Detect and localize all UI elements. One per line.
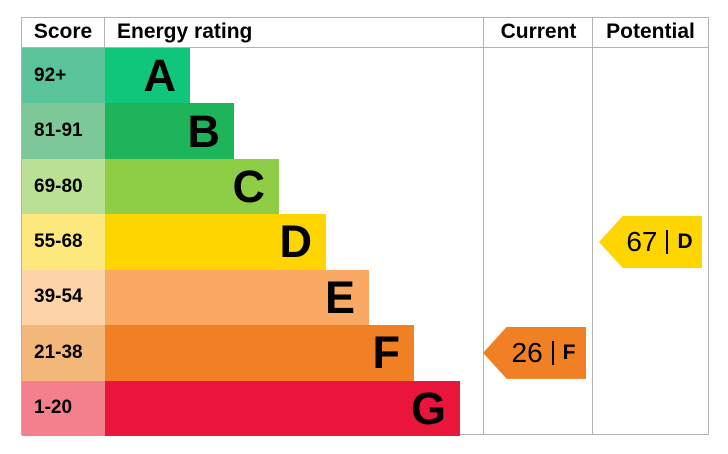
potential-band-letter: D [677, 230, 693, 253]
current-rating-arrow: 26 F [483, 326, 586, 379]
band-letter: D [279, 216, 313, 268]
band-score-range: 92+ [22, 48, 105, 104]
band-letter: F [372, 327, 401, 379]
current-band-letter: F [562, 340, 576, 364]
band-rows: 92+ A 81-91 B 69-80 C 55-68 D 39-54 E 21… [22, 48, 708, 436]
divider-current-column [483, 18, 484, 434]
band-score-range: 39-54 [22, 269, 105, 326]
band-bar: A [105, 48, 190, 104]
divider-potential-column [592, 18, 593, 434]
separator-bar [666, 230, 669, 254]
epc-rating-chart: Score Energy rating Current Potential 92… [21, 17, 709, 436]
band-bar: G [105, 380, 460, 436]
band-score-range: 55-68 [22, 214, 105, 270]
current-score-value: 26 [511, 336, 543, 368]
band-row: 39-54 E [22, 269, 708, 326]
potential-rating-arrow: 67 D [599, 216, 702, 268]
band-bar: F [105, 325, 414, 381]
band-letter: G [410, 382, 446, 434]
band-bar: E [105, 269, 369, 326]
band-row: 69-80 C [22, 158, 708, 215]
column-header-energy-rating: Energy rating [117, 20, 253, 43]
band-row: 21-38 F [22, 325, 708, 381]
band-letter: E [324, 271, 355, 323]
band-row: 81-91 B [22, 103, 708, 159]
band-row: 1-20 G [22, 380, 708, 436]
table-header-row: Score Energy rating Current Potential [22, 18, 708, 48]
potential-score-value: 67 [626, 226, 658, 257]
band-bar: B [105, 103, 234, 159]
band-bar: D [105, 214, 326, 270]
band-row: 55-68 D [22, 214, 708, 270]
separator-bar [551, 340, 554, 365]
band-score-range: 1-20 [22, 380, 105, 436]
band-score-range: 69-80 [22, 158, 105, 215]
column-header-potential: Potential [606, 20, 695, 43]
band-score-range: 21-38 [22, 325, 105, 381]
column-header-score: Score [22, 18, 105, 47]
band-letter: C [232, 161, 266, 213]
column-header-current: Current [500, 20, 577, 43]
band-row: 92+ A [22, 48, 708, 104]
band-bar: C [105, 158, 279, 215]
band-score-range: 81-91 [22, 103, 105, 159]
band-letter: A [143, 50, 177, 102]
band-letter: B [187, 105, 221, 157]
